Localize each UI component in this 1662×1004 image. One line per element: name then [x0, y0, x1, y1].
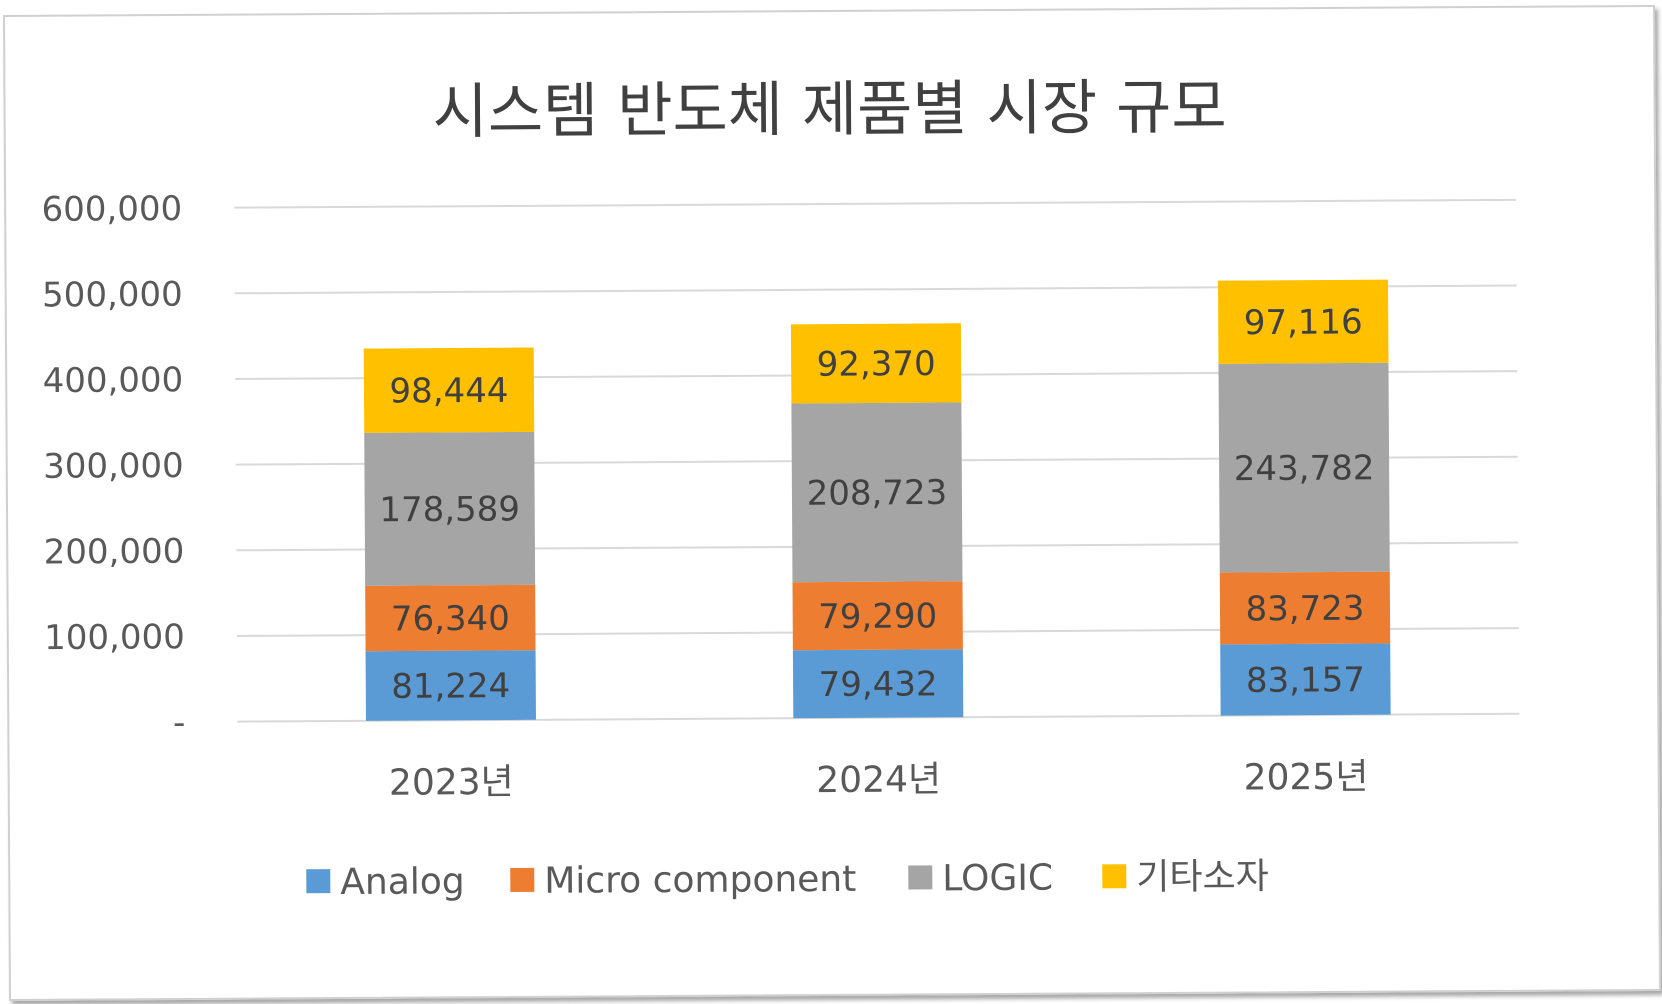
chart-frame: 시스템 반도체 제품별 시장 규모 - 100,000 200,000 300,000… [3, 4, 1661, 1002]
bar-segment [363, 347, 535, 433]
stacked-bar-chart: 시스템 반도체 제품별 시장 규모 - 100,000 200,000 300,000… [41, 73, 1520, 903]
data-label: 81,224 [391, 666, 510, 707]
legend-label: Analog [340, 861, 465, 903]
data-label: 79,290 [818, 596, 937, 637]
bar-segment [365, 584, 536, 652]
legend-item[interactable]: Analog [306, 861, 465, 903]
data-label: 79,432 [819, 664, 938, 705]
y-tick-label: 300,000 [43, 446, 184, 487]
legend-item[interactable]: Micro component [510, 859, 856, 902]
bar-segment [1219, 571, 1391, 645]
legend-label: 기타소자 [1136, 856, 1269, 898]
y-tick-label: 200,000 [44, 532, 185, 573]
legend-swatch [908, 865, 933, 890]
data-label: 208,723 [807, 473, 948, 514]
bar-segment [1220, 643, 1391, 716]
bar-segment [792, 581, 963, 651]
legend-swatch [306, 869, 331, 894]
legend-swatch [1102, 864, 1127, 889]
bar-segment [1217, 279, 1389, 364]
y-tick-label: 100,000 [44, 617, 185, 658]
gridline [234, 198, 1517, 209]
y-tick-label: 600,000 [41, 189, 182, 230]
data-label: 98,444 [389, 371, 508, 412]
data-label: 178,589 [379, 489, 520, 530]
x-axis-categories: 2023년 2024년 2025년 [389, 757, 1369, 804]
y-tick-label: 400,000 [43, 360, 184, 401]
data-label: 83,723 [1245, 589, 1364, 630]
data-label: 76,340 [391, 599, 510, 640]
legend-label: Micro component [544, 859, 856, 902]
legend-item[interactable]: LOGIC [908, 858, 1053, 900]
bar-segment [791, 402, 963, 583]
data-labels: 81,224 76,340 178,589 98,444 79,432 79,290 208… [379, 302, 1375, 707]
y-tick-label: 500,000 [42, 275, 183, 316]
bar-segment [792, 649, 964, 719]
bar-segment [365, 650, 536, 721]
legend[interactable]: Analog Micro component LOGIC 기타소자 [306, 856, 1269, 903]
legend-item[interactable]: 기타소자 [1102, 856, 1269, 898]
bar-segment [1218, 362, 1390, 573]
y-tick-label: - [173, 703, 186, 743]
chart-title: 시스템 반도체 제품별 시장 규모 [432, 73, 1226, 148]
x-category-label: 2025년 [1244, 757, 1369, 799]
x-category-label: 2024년 [816, 759, 941, 801]
data-label: 83,157 [1246, 660, 1365, 701]
y-axis-ticks: - 100,000 200,000 300,000 400,000 500,000 600,… [41, 189, 186, 743]
data-label: 97,116 [1244, 302, 1363, 343]
legend-swatch [510, 867, 535, 892]
data-label: 243,782 [1234, 448, 1375, 489]
data-label: 92,370 [817, 344, 936, 385]
x-category-label: 2023년 [389, 762, 514, 804]
bar-segment [364, 431, 536, 586]
bars [363, 279, 1391, 721]
bar-segment [790, 323, 962, 404]
legend-label: LOGIC [942, 858, 1053, 900]
